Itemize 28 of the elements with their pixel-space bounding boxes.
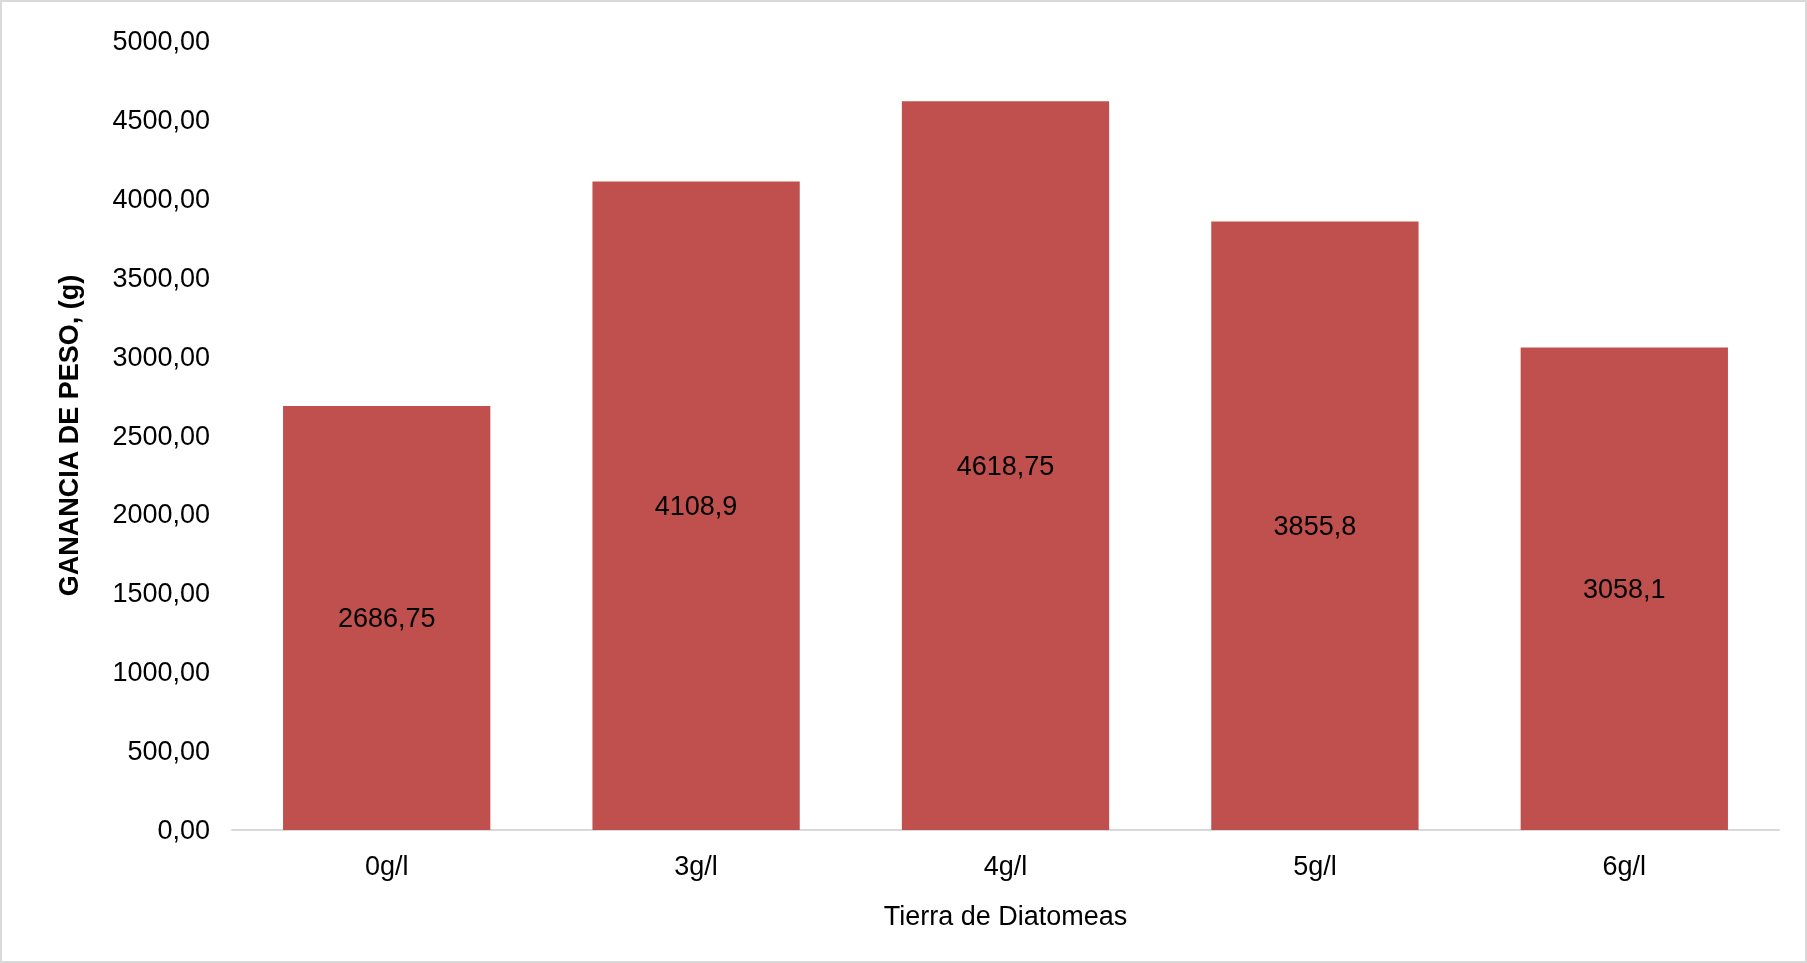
bar [901, 101, 1110, 830]
x-tick-label: 4g/l [983, 850, 1028, 881]
y-tick-label: 2500,00 [112, 420, 210, 451]
data-label: 3058,1 [1583, 573, 1666, 604]
y-tick-label: 1000,00 [112, 657, 210, 688]
data-label: 4108,9 [654, 490, 738, 521]
y-tick-label: 3500,00 [112, 262, 210, 293]
y-tick-label: 2000,00 [112, 499, 210, 530]
data-label: 2686,75 [337, 603, 436, 634]
x-tick-label: 5g/l [1293, 850, 1337, 881]
y-tick-label: 1500,00 [112, 578, 210, 609]
x-tick-label: 0g/l [364, 850, 409, 881]
bar [283, 406, 491, 830]
y-axis-title: GANANCIA DE PESO, (g) [53, 274, 84, 597]
bar [1520, 347, 1728, 830]
x-axis-title: Tierra de Diatomeas [883, 900, 1128, 931]
bar [592, 181, 800, 830]
y-tick-label: 500,00 [127, 736, 210, 767]
bar [1211, 221, 1419, 830]
data-label: 3855,8 [1273, 510, 1357, 541]
x-tick-label: 3g/l [674, 850, 718, 881]
y-tick-label: 5000,00 [112, 26, 210, 56]
y-tick-label: 4500,00 [112, 104, 210, 135]
data-label: 4618,75 [956, 450, 1055, 481]
y-tick-label: 4000,00 [112, 183, 210, 214]
x-tick-label: 6g/l [1602, 850, 1647, 881]
y-tick-label: 3000,00 [112, 341, 210, 372]
y-tick-label: 0,00 [157, 815, 210, 845]
